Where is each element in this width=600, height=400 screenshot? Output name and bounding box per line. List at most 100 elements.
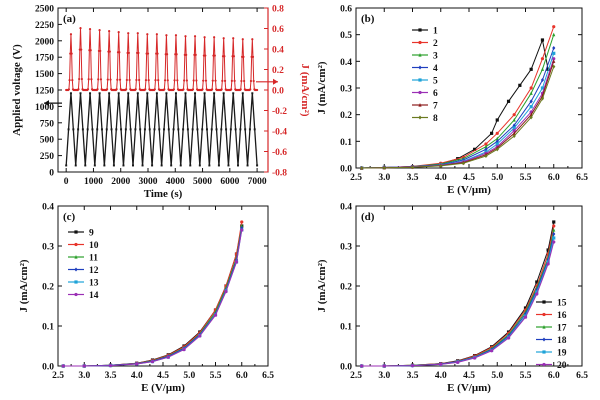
legend-marker-19: [542, 350, 546, 354]
data-point-current: [153, 88, 156, 91]
x-tick-label: 5.0: [491, 371, 503, 381]
data-point-voltage: [253, 128, 256, 131]
data-point-19: [535, 290, 539, 294]
y-tick-label: 0.0: [42, 363, 54, 373]
x-tick-label: 6.5: [576, 173, 588, 183]
data-point-voltage: [132, 164, 134, 167]
y-left-axis-label: Applied voltage (V): [11, 44, 23, 136]
data-point-15: [535, 280, 539, 284]
y-tick-label: 0.1: [42, 323, 54, 333]
data-point-current: [230, 79, 233, 82]
series-line-14: [63, 229, 243, 367]
data-point-voltage: [215, 128, 218, 131]
data-point-voltage: [222, 92, 225, 95]
data-point-voltage: [174, 92, 177, 95]
data-point-2: [484, 142, 488, 146]
y-tick-label: 0.2: [340, 111, 352, 121]
x-tick-label: 6.0: [548, 371, 560, 381]
x-tick-label: 3.0: [378, 173, 390, 183]
x-axis-label: E (V/μm): [141, 382, 185, 394]
legend-label-6: 6: [433, 89, 438, 99]
data-point-20: [506, 336, 511, 340]
legend-marker-18: [542, 337, 546, 342]
series-line-2: [361, 26, 555, 169]
data-point-current: [204, 79, 208, 82]
data-point-voltage: [112, 164, 115, 167]
data-point-voltage: [205, 128, 208, 131]
x-tick-label: 5.0: [183, 371, 195, 381]
data-point-20: [410, 364, 415, 368]
data-point-14: [150, 360, 155, 364]
data-point-voltage: [136, 92, 139, 95]
data-point-14: [224, 290, 228, 294]
legend-label-11: 11: [89, 254, 98, 264]
data-point-voltage: [160, 164, 163, 167]
y-right-tick-label: -0.8: [272, 169, 287, 179]
data-point-voltage: [170, 164, 173, 167]
data-point-voltage: [256, 164, 259, 167]
data-point-current: [117, 31, 120, 34]
data-point-15: [523, 306, 528, 310]
data-point-2: [552, 25, 556, 29]
data-point-current: [210, 88, 214, 91]
y-right-axis-label: J (mA/cm²): [299, 63, 311, 116]
data-point-current: [195, 79, 198, 82]
legend-marker-3: [418, 53, 422, 57]
data-point-current: [163, 79, 167, 82]
data-point-voltage: [110, 128, 113, 131]
right-axis-arrowhead: [273, 78, 278, 85]
data-point-voltage: [220, 128, 223, 131]
data-point-current: [249, 79, 253, 83]
data-point-voltage: [232, 92, 235, 95]
x-tick-label: 5.5: [520, 371, 532, 381]
x-tick-label: 2.5: [52, 371, 64, 381]
legend-marker-2: [418, 40, 422, 45]
y-tick-label: 0.6: [340, 5, 352, 15]
data-point-current: [241, 38, 244, 41]
data-point-current: [108, 30, 111, 33]
data-point-voltage: [165, 92, 168, 95]
data-point-11: [240, 224, 244, 228]
series-line-17: [361, 229, 555, 367]
data-point-current: [213, 36, 216, 39]
data-point-voltage: [153, 128, 156, 131]
data-point-voltage: [151, 164, 154, 167]
x-tick-label: 5000: [193, 177, 212, 187]
x-tick-label: 3000: [139, 177, 158, 187]
data-point-14: [108, 364, 113, 368]
data-point-voltage: [96, 128, 99, 131]
y-tick-label: 0.2: [340, 283, 352, 293]
data-point-1: [490, 131, 494, 135]
series-line-8: [361, 66, 555, 169]
data-point-current: [156, 52, 159, 55]
data-point-voltage: [179, 164, 182, 167]
data-point-8: [484, 154, 488, 158]
data-point-current: [135, 78, 138, 82]
data-point-current: [86, 88, 90, 91]
data-point-current: [251, 55, 255, 58]
data-point-voltage: [93, 164, 96, 167]
data-point-current: [165, 34, 168, 37]
y-right-tick-label: 0.0: [272, 87, 284, 97]
data-point-20: [439, 362, 443, 366]
data-point-1: [506, 99, 511, 103]
y-left-tick-label: 250: [40, 152, 55, 162]
x-axis-label: Time (s): [144, 188, 183, 200]
x-tick-label: 4.0: [435, 173, 447, 183]
data-point-voltage: [241, 92, 244, 95]
y-tick-label: 0.4: [340, 203, 352, 213]
x-tick-label: 5.5: [210, 371, 222, 381]
panel-a: 0 1000 2000 3000 4000 5000 6000 7000 0 250 500 750 1…: [11, 5, 311, 201]
left-axis-arrowhead: [44, 100, 49, 107]
data-point-current: [175, 53, 178, 56]
data-point-voltage: [129, 128, 132, 131]
plot-frame: [355, 7, 583, 169]
data-point-20: [456, 360, 460, 364]
data-point-current: [176, 79, 179, 82]
data-point-voltage: [122, 164, 125, 167]
series-line-20: [361, 241, 555, 367]
data-point-4: [540, 78, 545, 82]
data-point-voltage: [248, 128, 251, 131]
data-point-current: [214, 79, 217, 82]
data-point-voltage: [86, 128, 89, 131]
